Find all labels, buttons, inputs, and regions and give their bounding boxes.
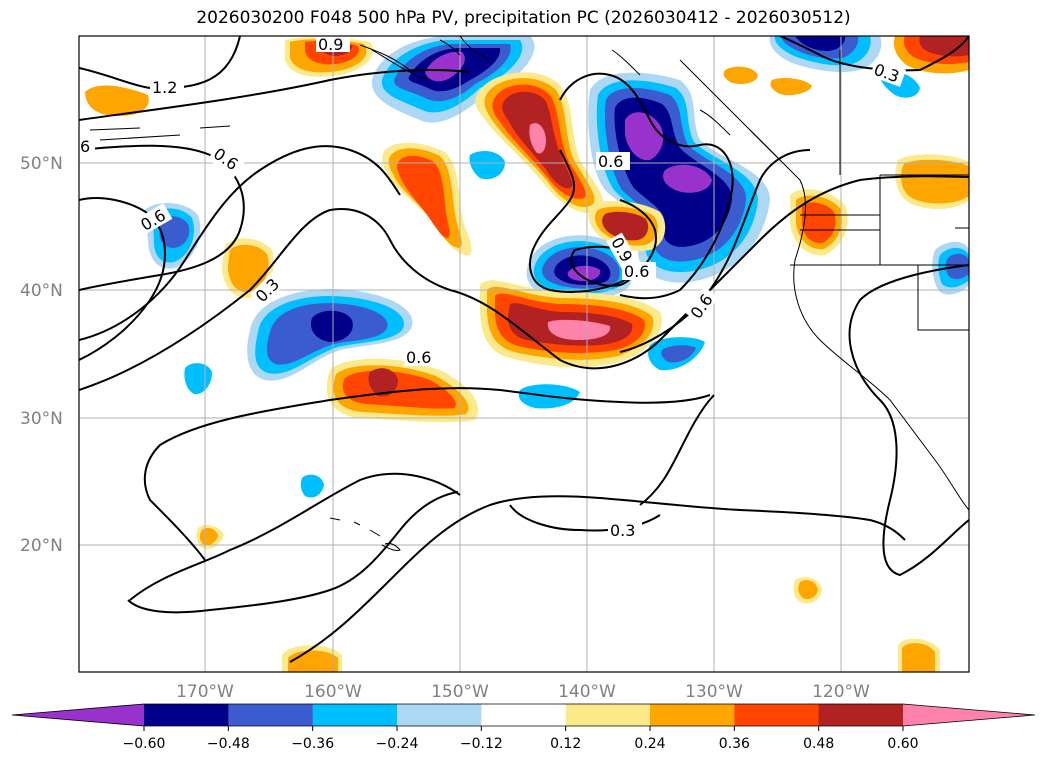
colorbar-tick-label: 0.60	[887, 736, 918, 752]
contour-label: 1.2	[152, 78, 177, 97]
colorbar-segment	[228, 704, 314, 726]
map-area: 1.2 6 0.6 0.6 0.3 0.9 0.6 0.6 0.9 0.6 0.…	[79, 35, 969, 672]
map-frame	[78, 35, 970, 673]
colorbar-tick-label: −0.36	[291, 736, 334, 752]
colorbar-tick-label: −0.60	[123, 736, 166, 752]
map-title: 2026030200 F048 500 hPa PV, precipitatio…	[196, 8, 851, 28]
lon-label-170w: 170°W	[176, 682, 234, 702]
contour-label: 6	[80, 137, 90, 156]
colorbar-segment	[481, 704, 567, 726]
contour-label: 0.3	[610, 521, 635, 540]
colorbar-tick-label: 0.24	[634, 736, 665, 752]
contour-label: 0.6	[598, 152, 623, 171]
lon-label-140w: 140°W	[558, 682, 616, 702]
contour-label: 0.6	[624, 262, 649, 281]
contour-label: 0.9	[318, 35, 343, 54]
colorbar: −0.60 −0.48 −0.36 −0.24 −0.12 0.12 0.24 0.36 0.4…	[11, 703, 1036, 752]
lat-label-50n: 50°N	[20, 154, 63, 174]
lon-label-150w: 150°W	[431, 682, 489, 702]
latitude-labels: 50°N 40°N 30°N 20°N	[20, 154, 63, 556]
colorbar-segment	[818, 704, 904, 726]
colorbar-segment	[397, 704, 482, 726]
contour-label: 0.6	[406, 348, 431, 367]
colorbar-segment	[650, 704, 735, 726]
colorbar-extend-high	[903, 704, 1035, 726]
graticule	[79, 36, 969, 672]
negative-anomaly-fields	[145, 36, 969, 498]
colorbar-segment	[734, 704, 820, 726]
lat-label-20n: 20°N	[20, 536, 63, 556]
longitude-labels: 170°W 160°W 150°W 140°W 130°W 120°W	[176, 682, 870, 702]
colorbar-tick-label: −0.24	[376, 736, 419, 752]
lon-label-160w: 160°W	[304, 682, 362, 702]
colorbar-segment	[144, 704, 229, 726]
colorbar-segment	[565, 704, 651, 726]
lon-label-120w: 120°W	[812, 682, 870, 702]
lat-label-30n: 30°N	[20, 409, 63, 429]
coastlines	[89, 36, 969, 551]
colorbar-extend-low	[12, 704, 144, 726]
pv-contours	[79, 36, 969, 663]
colorbar-tick-label: −0.48	[207, 736, 250, 752]
colorbar-segment	[312, 704, 398, 726]
lat-label-40n: 40°N	[20, 281, 63, 301]
lon-label-130w: 130°W	[685, 682, 743, 702]
colorbar-tick-label: −0.12	[460, 736, 503, 752]
colorbar-tick-label: 0.48	[803, 736, 834, 752]
colorbar-tick-label: 0.12	[550, 736, 581, 752]
colorbar-tick-label: 0.36	[719, 736, 750, 752]
